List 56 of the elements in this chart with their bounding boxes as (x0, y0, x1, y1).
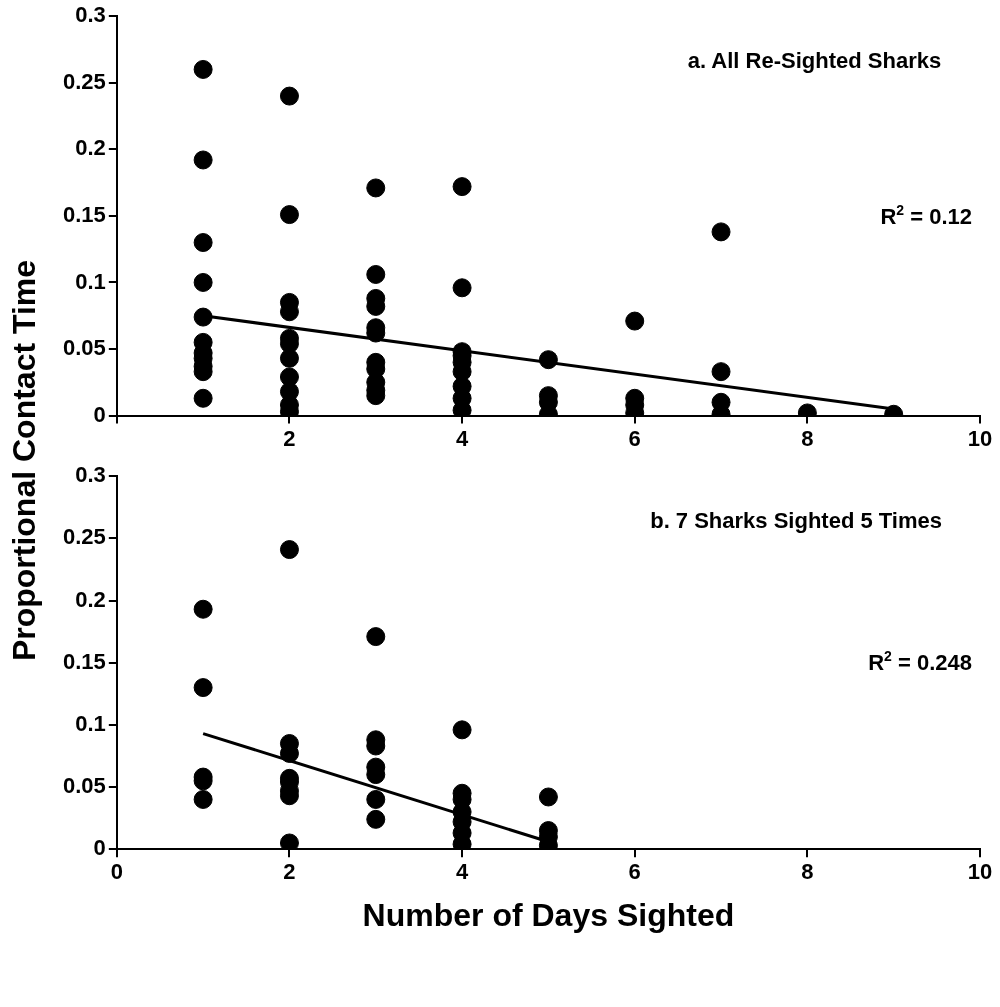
y-tick-label: 0.15 (62, 201, 106, 227)
point (452, 720, 472, 740)
point (625, 311, 645, 331)
x-tick-label: 2 (283, 425, 296, 451)
x-tick-label: 8 (801, 425, 814, 451)
point (279, 86, 299, 106)
point (193, 789, 213, 809)
x-axis-title: Number of Days Sighted (362, 896, 735, 933)
point (366, 264, 386, 284)
y-tick-label: 0.25 (62, 68, 106, 94)
x-tick-label: 10 (967, 859, 993, 885)
point (279, 348, 299, 368)
y-tick-label: 0.2 (75, 135, 106, 161)
y-tick-label: 0.2 (75, 586, 106, 612)
x-tick-label: 10 (967, 425, 993, 451)
x-tick-label: 6 (628, 425, 641, 451)
x-tick-label: 8 (801, 859, 814, 885)
point (193, 59, 213, 79)
y-tick-label: 0 (93, 401, 106, 427)
point (366, 178, 386, 198)
y-tick-label: 0.25 (62, 524, 106, 550)
point (279, 540, 299, 560)
point (279, 833, 299, 850)
y-tick-label: 0.3 (75, 462, 106, 488)
x-tick-label: 0 (110, 859, 123, 885)
point (279, 205, 299, 225)
point (711, 222, 731, 242)
y-tick-label: 0.1 (75, 268, 106, 294)
y-tick-label: 0.05 (62, 335, 106, 361)
x-tick-label: 4 (455, 859, 469, 885)
y-tick-label: 0.15 (62, 648, 106, 674)
y-axis-title: Proportional Contact Time (6, 259, 44, 661)
text: a. All Re-Sighted Sharks (687, 48, 942, 74)
point (711, 362, 731, 382)
point (193, 307, 213, 327)
point (538, 787, 558, 807)
y-tick-label: 0.1 (75, 710, 106, 736)
y-tick-label: 0 (93, 835, 106, 861)
x-tick-label: 4 (455, 425, 469, 451)
text: b. 7 Sharks Sighted 5 Times (650, 508, 942, 534)
point (193, 678, 213, 698)
x-tick-label: 6 (628, 859, 641, 885)
point (366, 789, 386, 809)
point (538, 350, 558, 370)
y-tick-label: 0.05 (62, 773, 106, 799)
x-tick-label: 2 (283, 859, 296, 885)
point (452, 278, 472, 298)
point (193, 388, 213, 408)
y-tick-label: 0.3 (75, 2, 106, 28)
point (193, 150, 213, 170)
point (452, 177, 472, 197)
point (193, 599, 213, 619)
point (366, 627, 386, 647)
point (193, 233, 213, 253)
point (366, 809, 386, 829)
point (193, 272, 213, 292)
